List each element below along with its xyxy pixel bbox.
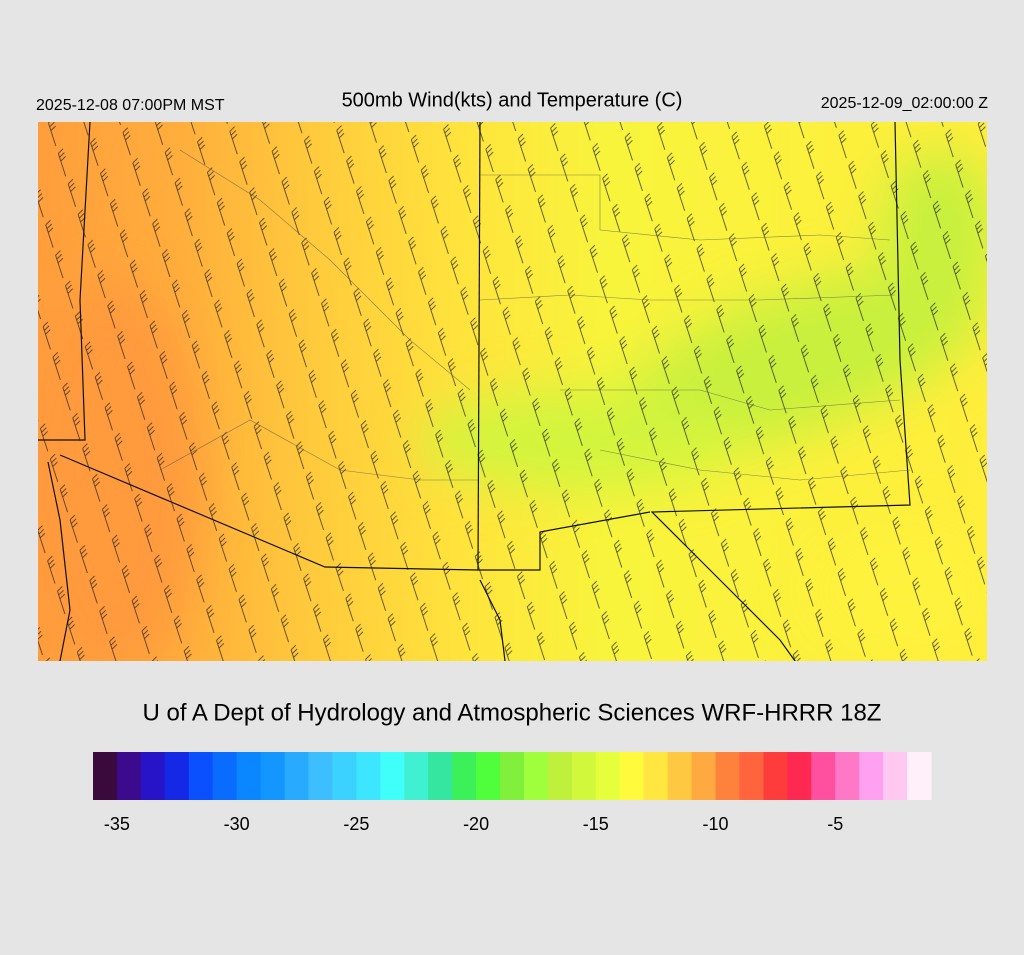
color-swatch	[116, 752, 142, 800]
valid-utc-time: 2025-12-09_02:00:00 Z	[821, 95, 988, 112]
colorbar-label: -10	[703, 814, 729, 834]
color-swatch	[356, 752, 381, 800]
color-swatch	[212, 752, 238, 800]
color-swatch	[93, 752, 118, 800]
color-swatch	[523, 752, 549, 800]
colorbar-label: -20	[463, 814, 489, 834]
color-swatch	[883, 752, 908, 800]
color-swatch	[332, 752, 357, 800]
color-swatch	[236, 752, 262, 800]
color-swatch	[691, 752, 717, 800]
color-swatch	[571, 752, 597, 800]
color-swatch	[763, 752, 788, 800]
color-swatch	[260, 752, 286, 800]
color-swatch	[188, 752, 214, 800]
colorbar-label: -15	[583, 814, 609, 834]
color-swatch	[164, 752, 190, 800]
model-credit: U of A Dept of Hydrology and Atmospheric…	[143, 699, 882, 726]
color-swatch	[476, 752, 501, 800]
color-swatch	[667, 752, 693, 800]
color-swatch	[404, 752, 429, 800]
color-swatch	[811, 752, 836, 800]
color-swatch	[140, 752, 166, 800]
color-swatch	[380, 752, 405, 800]
color-swatch	[500, 752, 525, 800]
map	[38, 122, 987, 661]
color-swatch	[835, 752, 860, 800]
color-swatch	[859, 752, 884, 800]
color-swatch	[595, 752, 621, 800]
color-swatch	[739, 752, 764, 800]
valid-local-time: 2025-12-08 07:00PM MST	[36, 97, 225, 114]
colorbar-label: -25	[343, 814, 369, 834]
color-swatch	[428, 752, 453, 800]
colorbar-label: -30	[224, 814, 250, 834]
color-swatch	[619, 752, 645, 800]
colorbar-label: -35	[104, 814, 130, 834]
map-title: 500mb Wind(kts) and Temperature (C)	[342, 89, 683, 111]
color-swatch	[643, 752, 669, 800]
colorbar-label: -5	[827, 814, 843, 834]
color-swatch	[547, 752, 573, 800]
color-swatch	[715, 752, 740, 800]
color-swatch	[787, 752, 812, 800]
color-swatch	[284, 752, 309, 800]
color-swatch	[452, 752, 477, 800]
color-swatch	[907, 752, 932, 800]
color-swatch	[308, 752, 333, 800]
colorbar: -35 -30 -25 -20 -15 -10 -5	[93, 752, 932, 834]
